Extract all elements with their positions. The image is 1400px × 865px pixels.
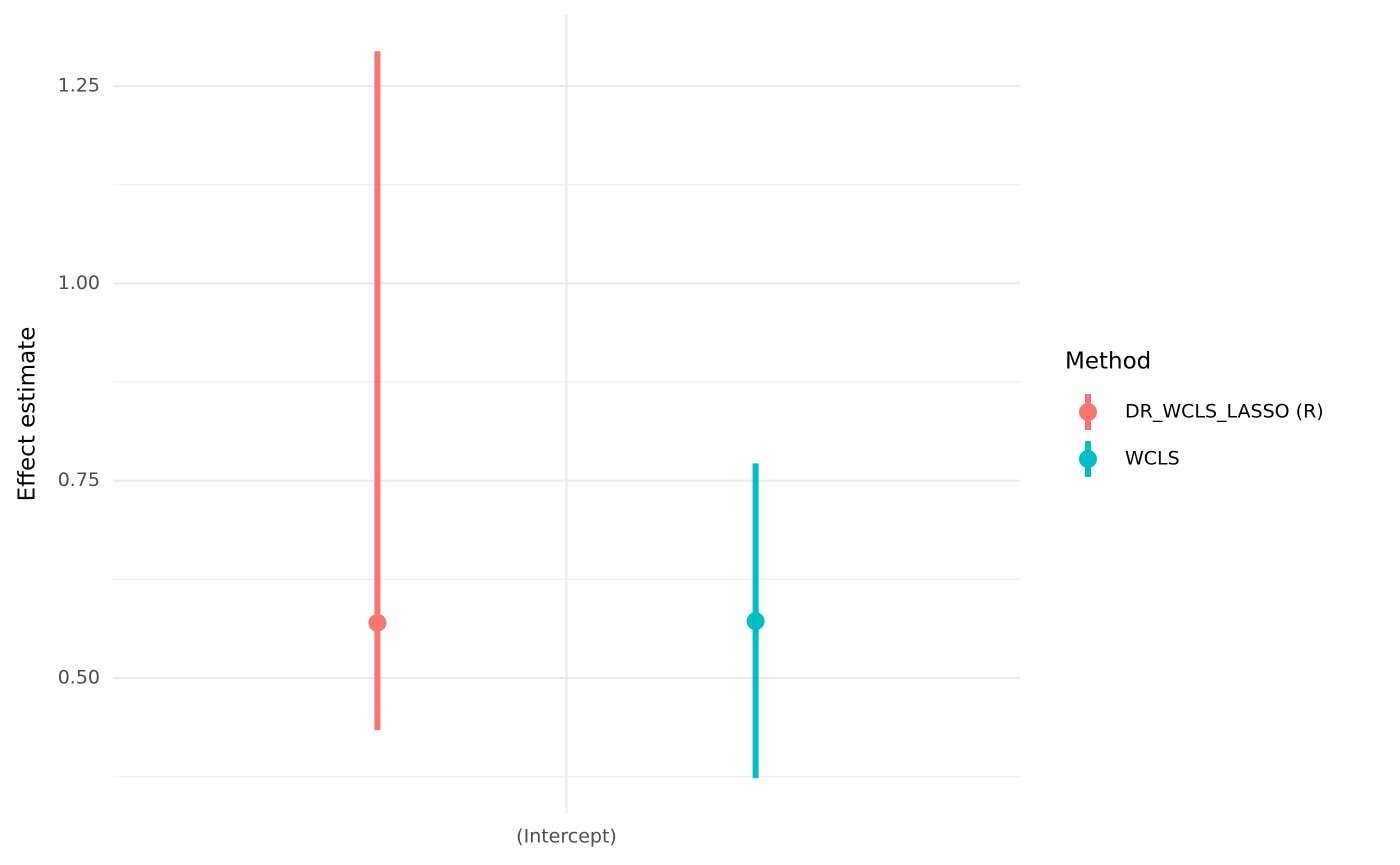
legend-title: Method bbox=[1065, 349, 1151, 375]
y-tick-label: 1.00 bbox=[58, 272, 100, 294]
y-axis-label: Effect estimate bbox=[15, 327, 41, 502]
legend-label: DR_WCLS_LASSO (R) bbox=[1125, 401, 1324, 423]
y-tick-label: 1.25 bbox=[58, 75, 100, 97]
legend-label: WCLS bbox=[1125, 448, 1180, 470]
point bbox=[746, 612, 765, 631]
y-tick-label: 0.75 bbox=[58, 469, 100, 491]
legend-key-point bbox=[1079, 403, 1097, 421]
x-tick-label: (Intercept) bbox=[516, 826, 617, 848]
legend-key-point bbox=[1079, 450, 1097, 468]
y-tick-label: 0.50 bbox=[58, 667, 100, 689]
point bbox=[368, 613, 387, 632]
